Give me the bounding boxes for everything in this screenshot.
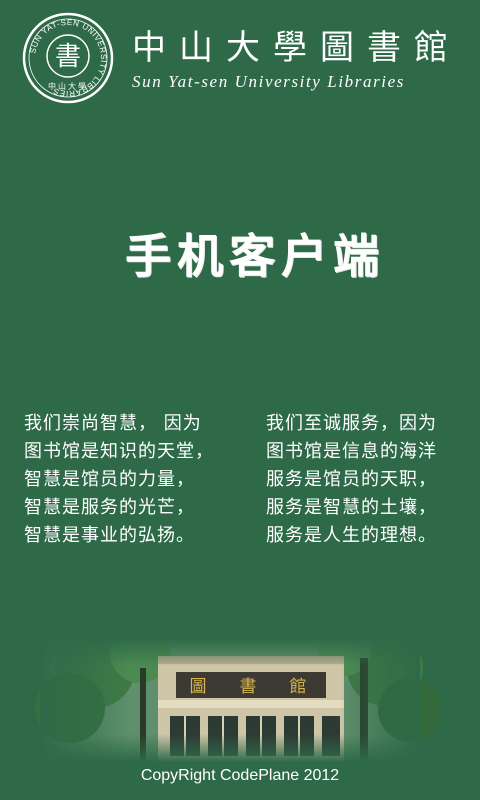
building-sign-char: 書 — [240, 677, 257, 697]
quote-line: 图书馆是知识的天堂， — [24, 441, 214, 462]
app-title: 手机客户端 — [125, 229, 385, 283]
quote-wisdom: 我们崇尚智慧， 因为 图书馆是知识的天堂， 智慧是馆员的力量， 智慧是服务的光芒… — [24, 410, 244, 550]
building-sign-char: 館 — [290, 677, 307, 697]
quote-line: 服务是馆员的天职， — [266, 469, 437, 490]
quote-line: 图书馆是信息的海洋 — [266, 441, 437, 462]
header-titles: 中山大學圖書館 Sun Yat-sen University Libraries — [132, 26, 472, 92]
quote-line: 智慧是馆员的力量， — [24, 469, 195, 490]
copyright-text: CopyRight CodePlane 2012 — [140, 767, 340, 784]
quote-line: 智慧是事业的弘扬。 — [24, 525, 195, 546]
quote-line: 我们崇尚智慧， 因为 — [24, 413, 202, 434]
quote-line: 我们至诚服务，因为 — [266, 413, 437, 434]
seal-bottom-text: 中山大學 — [48, 81, 88, 91]
header: SUN YAT-SEN UNIVERSITY LIBRARIES 書 中山大學 … — [0, 0, 480, 110]
library-name-english: Sun Yat-sen University Libraries — [132, 72, 405, 91]
library-name-chinese: 中山大學圖書館 — [132, 28, 461, 68]
library-building-photo: 圖 書 館 — [35, 638, 442, 762]
quote-line: 服务是人生的理想。 — [266, 525, 437, 546]
quote-service: 我们至诚服务，因为 图书馆是信息的海洋 服务是馆员的天职， 服务是智慧的土壤， … — [266, 410, 466, 550]
quote-line: 服务是智慧的土壤， — [266, 497, 437, 518]
quote-line: 智慧是服务的光芒， — [24, 497, 195, 518]
seal-center-char: 書 — [55, 42, 81, 72]
university-seal-logo: SUN YAT-SEN UNIVERSITY LIBRARIES 書 中山大學 — [22, 12, 114, 104]
building-sign-char: 圖 — [190, 677, 207, 697]
